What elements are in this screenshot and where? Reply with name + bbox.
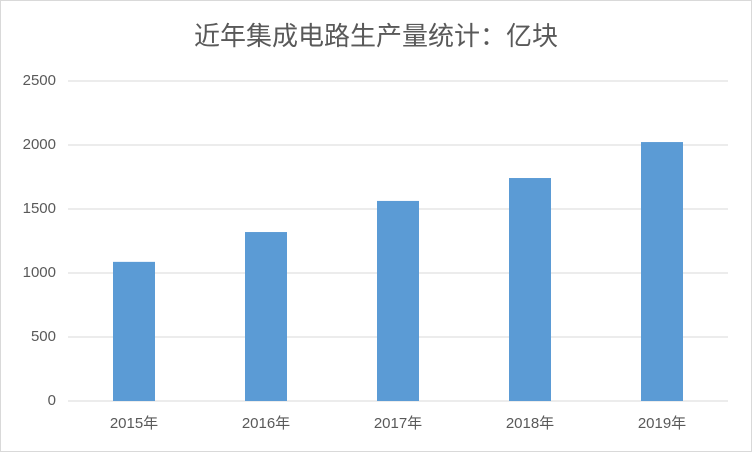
bar: [641, 142, 683, 401]
x-tick-label: 2015年: [110, 415, 158, 432]
bar: [245, 232, 287, 401]
bar: [113, 261, 155, 401]
y-tick-label: 1500: [23, 200, 56, 217]
chart-title: 近年集成电路生产量统计：亿块: [194, 21, 558, 51]
y-tick-label: 500: [31, 328, 56, 345]
y-tick-label: 0: [48, 392, 56, 409]
bar: [377, 200, 419, 401]
y-tick-label: 1000: [23, 264, 56, 281]
x-tick-label: 2017年: [374, 415, 422, 432]
x-tick-label: 2019年: [638, 415, 686, 432]
y-tick-label: 2500: [23, 72, 56, 89]
x-tick-label: 2016年: [242, 415, 290, 432]
bar: [509, 178, 551, 401]
x-tick-label: 2018年: [506, 415, 554, 432]
y-tick-label: 2000: [23, 136, 56, 153]
